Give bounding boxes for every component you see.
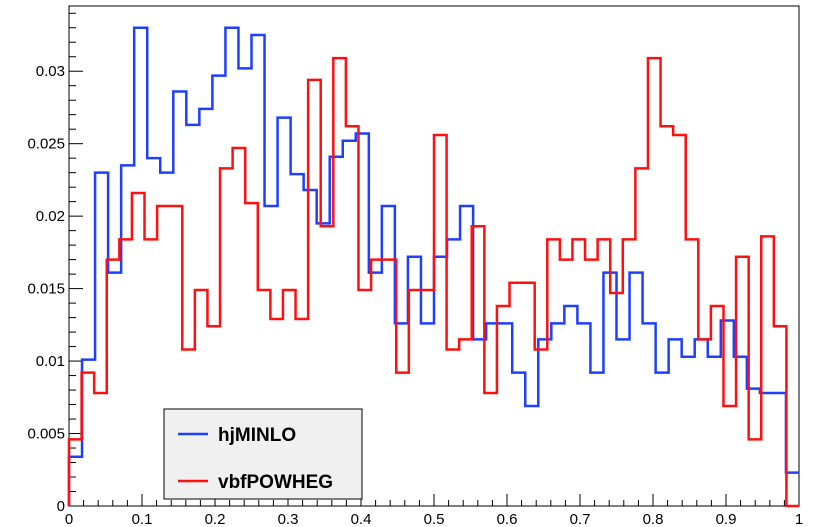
x-tick-label: 0	[65, 511, 73, 527]
x-tick-label: 0.1	[132, 511, 153, 527]
legend: hjMINLO vbfPOWHEG	[163, 408, 363, 500]
series-line-vbfpowheg	[67, 56, 799, 508]
y-tick-label: 0	[57, 498, 65, 515]
x-tick-label: 0.4	[351, 511, 372, 527]
series-line-hjminlo	[67, 26, 799, 506]
x-axis: 0 0.1 0.2 0.3 0.4 0.5 0.6 0.7 0.8 0.9 1	[65, 494, 803, 527]
x-tick-label: 1	[795, 511, 803, 527]
legend-label-hjminlo: hjMINLO	[218, 425, 296, 446]
x-tick-label: 0.6	[497, 511, 518, 527]
y-tick-label: 0.025	[27, 136, 65, 153]
x-tick-label: 0.8	[643, 511, 664, 527]
legend-label-vbfpowheg: vbfPOWHEG	[218, 472, 333, 493]
y-axis: 0 0.005 0.01 0.015 0.02 0.025 0.03	[27, 12, 83, 515]
y-tick-label: 0.015	[27, 281, 65, 298]
x-tick-label: 0.5	[424, 511, 445, 527]
x-tick-label: 0.2	[205, 511, 226, 527]
x-tick-label: 0.7	[570, 511, 591, 527]
series-layer	[67, 26, 799, 508]
y-tick-label: 0.02	[36, 208, 65, 225]
y-tick-label: 0.005	[27, 426, 65, 443]
y-tick-label: 0.01	[36, 353, 65, 370]
y-tick-label: 0.03	[36, 63, 65, 80]
x-tick-label: 0.3	[278, 511, 299, 527]
legend-box	[163, 408, 363, 500]
x-tick-label: 0.9	[716, 511, 737, 527]
